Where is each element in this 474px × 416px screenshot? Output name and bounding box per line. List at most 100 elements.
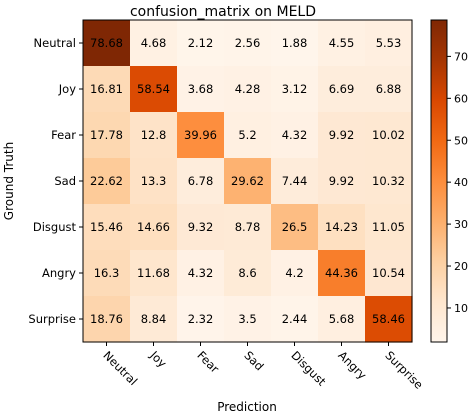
x-tick-label: Disgust [288, 348, 329, 389]
heatmap-cell [365, 112, 413, 159]
heatmap-cell [177, 250, 225, 297]
heatmap-cell [83, 66, 131, 113]
colorbar-tick-label: 30 [454, 218, 468, 231]
heatmap-cell [365, 158, 413, 205]
heatmap-cell [130, 296, 178, 343]
y-tick-label: Sad [54, 174, 76, 188]
cell-value-label: 4.32 [188, 266, 214, 280]
cell-value-label: 8.78 [235, 220, 261, 234]
cell-value-label: 7.44 [282, 174, 308, 188]
heatmap-cell [224, 296, 272, 343]
cell-value-label: 16.81 [90, 82, 123, 96]
cell-value-label: 12.8 [141, 128, 167, 142]
heatmap-cell [177, 296, 225, 343]
heatmap-cell [83, 112, 131, 159]
cell-value-label: 58.54 [137, 82, 170, 96]
heatmap-cell [83, 296, 131, 343]
cell-value-label: 44.36 [325, 266, 358, 280]
heatmap-cell [318, 204, 366, 251]
cell-value-label: 1.88 [282, 36, 308, 50]
cell-value-label: 4.2 [285, 266, 303, 280]
colorbar-frame [430, 19, 448, 343]
cell-value-label: 39.96 [184, 128, 217, 142]
cell-value-label: 6.88 [376, 82, 402, 96]
cell-value-label: 17.78 [90, 128, 123, 142]
cell-value-label: 14.23 [325, 220, 358, 234]
heatmap-cell [318, 250, 366, 297]
cell-value-label: 14.66 [137, 220, 170, 234]
cell-value-label: 6.78 [188, 174, 214, 188]
heatmap-cell [365, 204, 413, 251]
heatmap-cell [130, 112, 178, 159]
heatmap-cell [318, 158, 366, 205]
heatmap-cell [224, 158, 272, 205]
cell-value-label: 3.12 [282, 82, 308, 96]
y-tick-label: Neutral [34, 36, 76, 50]
cell-value-label: 4.55 [329, 36, 355, 50]
colorbar-tick-label: 60 [454, 92, 468, 105]
cell-value-label: 3.68 [188, 82, 214, 96]
heatmap-cell [224, 20, 272, 67]
cell-value-label: 11.68 [137, 266, 170, 280]
heatmap-cell [224, 112, 272, 159]
cell-value-label: 4.32 [282, 128, 308, 142]
cell-value-label: 10.32 [372, 174, 405, 188]
y-axis-ticks: Neutral Joy Fear Sad Disgust Angry Surprise [28, 36, 83, 326]
cell-value-label: 8.84 [141, 312, 167, 326]
heatmap-cell [130, 158, 178, 205]
heatmap-cell [224, 66, 272, 113]
y-tick-label: Surprise [28, 312, 76, 326]
heatmap-cell [177, 112, 225, 159]
heatmap-cell [318, 20, 366, 67]
heatmap-cell [271, 20, 319, 67]
cell-value-label: 2.32 [188, 312, 214, 326]
heatmap-cell [271, 112, 319, 159]
heatmap-cell [318, 66, 366, 113]
cell-value-label: 26.5 [282, 220, 308, 234]
colorbar [431, 20, 447, 342]
heatmap-cell [271, 296, 319, 343]
cell-value-label: 11.05 [372, 220, 405, 234]
y-tick-label: Angry [42, 266, 76, 280]
chart-title: confusion_matrix on MELD [130, 4, 316, 20]
cell-value-label: 15.46 [90, 220, 123, 234]
cell-value-label: 2.12 [188, 36, 214, 50]
cell-value-label: 13.3 [141, 174, 167, 188]
heatmap-cell [177, 158, 225, 205]
cell-value-label: 4.28 [235, 82, 261, 96]
x-tick-label: Angry [335, 348, 369, 382]
cell-value-label: 6.69 [329, 82, 355, 96]
heatmap-cell [271, 204, 319, 251]
y-tick-label: Fear [51, 128, 76, 142]
cell-value-label: 78.68 [90, 36, 123, 50]
heatmap-cell [365, 250, 413, 297]
heatmap-cell [177, 204, 225, 251]
heatmap-cell [83, 20, 131, 67]
heatmap-cell [224, 204, 272, 251]
colorbar-tick-label: 70 [454, 50, 468, 63]
x-axis-ticks: Neutral Joy Fear Sad Disgust Angry Surprise [100, 342, 426, 392]
cell-value-label: 10.02 [372, 128, 405, 142]
colorbar-tick-label: 40 [454, 176, 468, 189]
heatmap-cell [271, 158, 319, 205]
heatmap-cell [130, 250, 178, 297]
x-tick-label: Surprise [382, 348, 426, 392]
heatmap-cell [224, 250, 272, 297]
colorbar-tick-label: 20 [454, 260, 468, 273]
cell-value-label: 10.54 [372, 266, 405, 280]
cell-value-label: 2.44 [282, 312, 308, 326]
cell-value-label: 22.62 [90, 174, 123, 188]
cell-value-label: 58.46 [372, 312, 405, 326]
x-tick-label: Fear [194, 348, 222, 376]
heatmap-cell [365, 296, 413, 343]
cell-value-label: 9.92 [329, 174, 355, 188]
heatmap-cell [130, 66, 178, 113]
heatmap-cell [130, 20, 178, 67]
heatmap-cell [83, 158, 131, 205]
x-tick-label: Joy [147, 348, 170, 371]
heatmap-cell [177, 20, 225, 67]
cell-value-label: 9.32 [188, 220, 214, 234]
cell-value-label: 4.68 [141, 36, 167, 50]
heatmap-cell [83, 250, 131, 297]
heatmap-cell [130, 204, 178, 251]
